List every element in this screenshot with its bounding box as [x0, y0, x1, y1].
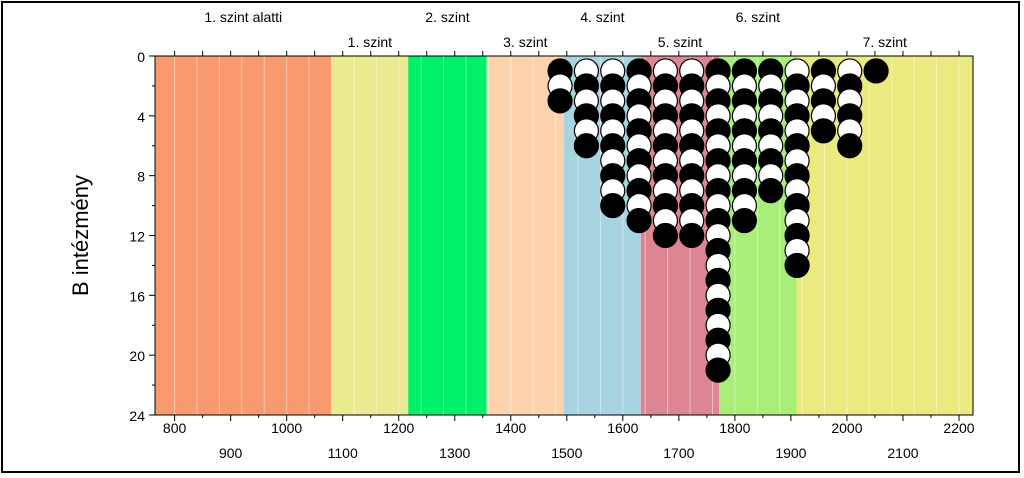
marker-col6-12 — [679, 222, 705, 249]
y-tick-label-20: 20 — [129, 348, 145, 364]
band-label-6: 5. szint — [658, 34, 702, 50]
x-tick-label-1200: 1200 — [383, 420, 414, 436]
marker-col3-10 — [600, 192, 626, 219]
y-tick-label-16: 16 — [129, 288, 145, 304]
x-tick-label-1000: 1000 — [271, 420, 302, 436]
x-tick-label-2000: 2000 — [831, 420, 862, 436]
x-tick-label-900: 900 — [219, 445, 243, 461]
band-2 — [331, 56, 409, 415]
y-axis-label: B intézmény — [68, 175, 93, 296]
x-tick-label-1300: 1300 — [439, 445, 470, 461]
y-tick-label-0: 0 — [137, 49, 145, 65]
marker-col8-11 — [731, 207, 758, 234]
band-label-3: 2. szint — [425, 9, 469, 25]
y-tick-label-8: 8 — [137, 169, 145, 185]
band-1 — [155, 56, 332, 415]
band-label-8: 7. szint — [863, 34, 907, 50]
x-tick-label-2100: 2100 — [887, 445, 918, 461]
marker-col4-11 — [626, 207, 652, 234]
x-tick-label-1500: 1500 — [551, 445, 582, 461]
y-tick-label-12: 12 — [129, 229, 145, 245]
band-label-4: 3. szint — [503, 34, 547, 50]
marker-col13-1 — [863, 58, 889, 84]
y-tick-label-24: 24 — [129, 408, 145, 424]
x-tick-label-2200: 2200 — [943, 420, 974, 436]
x-tick-label-800: 800 — [163, 420, 187, 436]
marker-col1-3 — [547, 88, 573, 114]
x-tick-label-1700: 1700 — [663, 445, 694, 461]
x-tick-label-1800: 1800 — [719, 420, 750, 436]
band-label-5: 4. szint — [580, 9, 624, 25]
band-label-2: 1. szint — [348, 34, 392, 50]
marker-col10-14 — [784, 252, 810, 279]
x-tick-label-1600: 1600 — [607, 420, 638, 436]
marker-col12-6 — [837, 133, 863, 159]
band-label-7: 6. szint — [736, 9, 780, 25]
x-tick-label-1900: 1900 — [775, 445, 806, 461]
marker-col2-6 — [573, 133, 600, 159]
marker-col7-21 — [705, 357, 731, 383]
band-label-1: 1. szint alatti — [204, 9, 282, 25]
band-4 — [486, 56, 564, 415]
y-tick-label-4: 4 — [137, 109, 145, 125]
x-tick-label-1100: 1100 — [328, 445, 358, 461]
marker-col5-12 — [652, 222, 679, 249]
marker-col9-9 — [758, 178, 784, 204]
marker-col11-5 — [810, 118, 837, 144]
band-3 — [408, 56, 487, 415]
x-tick-label-1400: 1400 — [495, 420, 526, 436]
